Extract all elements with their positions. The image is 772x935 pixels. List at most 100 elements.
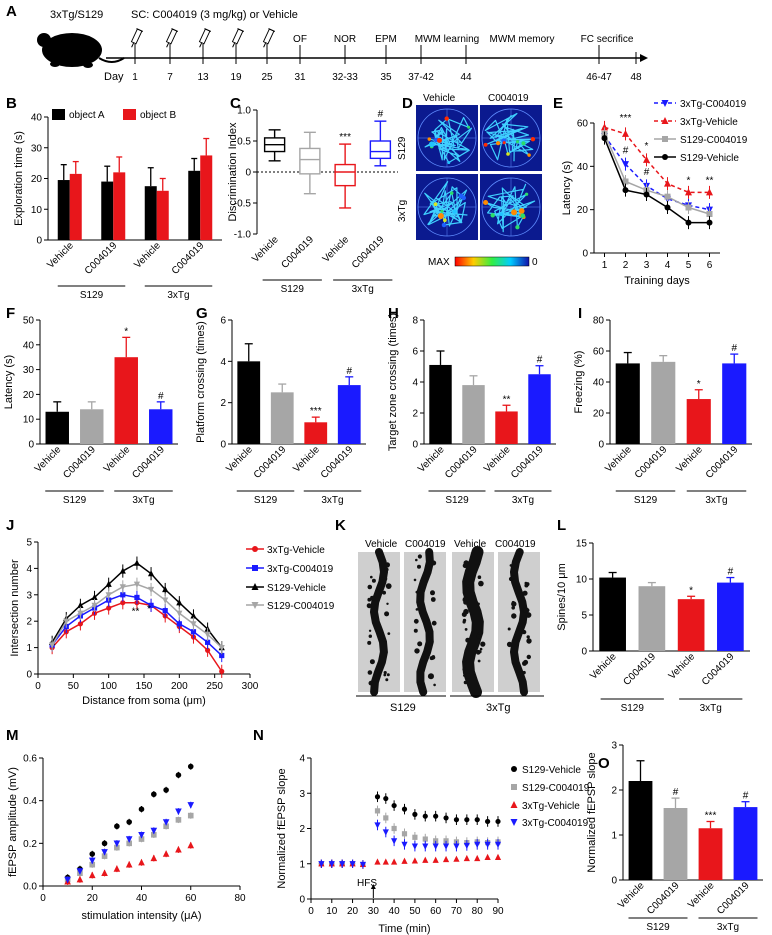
data-point [412,811,418,818]
dwell-spot [521,141,526,146]
dwell-spot [520,213,526,219]
dendritic-spine [522,590,528,596]
syringe-plunger [136,28,144,32]
dwell-spot [447,160,451,165]
dendritic-spine [369,659,375,665]
panel-b-letter: B [6,95,17,112]
panel-k-letter: K [335,517,346,534]
dendritic-spine [417,554,422,559]
panel-j-xtick-label: 150 [136,681,153,692]
panel-f-ylabel: Latency (s) [3,355,15,409]
data-point [219,668,225,674]
panel-h-chart: 0 2 4 6 8 Target zone crossing (times) ** # Vehi… [387,313,556,506]
panel-e-xtick-label: 6 [707,260,713,271]
panel-n-xtick-label: 40 [389,906,401,917]
bar [628,781,653,880]
data-point [190,612,197,619]
hfs-arrowhead [370,884,376,889]
panel-l-category-label: C004019 [700,651,737,688]
dwell-spot [440,209,444,213]
data-point [101,853,108,859]
data-point [138,836,145,842]
dendritic-spine [384,611,390,617]
data-point [162,608,168,614]
panel-o-ylabel: Normalized fEPSP slope [586,752,598,872]
panel-j-xtick-label: 250 [206,681,223,692]
panel-b-ytick-label: 10 [31,205,43,216]
legend-label: 3xTg-Vehicle [680,117,738,128]
dendritic-spine [431,620,437,626]
panel-n-ytick-label: 2 [299,824,305,835]
dendritic-spine [371,578,376,583]
dwell-spot [437,137,442,143]
dendritic-spine [511,575,516,579]
panel-i-category-label: C004019 [704,444,741,481]
timeline-day-label: 35 [380,72,392,83]
dwell-spot [515,225,520,230]
legend-marker [511,766,517,772]
panel-i-ytick-label: 60 [593,347,605,358]
data-point [76,868,84,875]
data-point [187,812,194,819]
data-point [391,802,397,809]
syringe-needle [263,42,267,48]
swim-path [484,112,534,162]
data-point [187,802,195,809]
dendritic-spine [463,600,468,605]
data-point [150,827,158,835]
data-point [401,831,408,837]
data-point [162,819,170,826]
data-point [138,858,145,866]
data-point [175,845,182,853]
dendritic-spine [417,564,421,569]
significance-label: # [158,391,164,402]
data-point [89,861,96,868]
panel-d: Vehicle C004019 S129 3xTg MAX 0 [397,93,542,268]
data-point [412,834,418,840]
data-point [601,135,608,142]
syringe-plunger [204,28,212,32]
dendritic-spine [480,641,486,647]
panel-g-category-label: Vehicle [291,444,322,475]
data-point [151,832,157,838]
data-point [218,645,225,652]
box [369,140,392,160]
significance-label: # [743,791,749,802]
panel-f-category-label: Vehicle [102,444,133,475]
dwell-spot [499,212,504,217]
timeline-event-label: NOR [334,34,356,45]
dwell-spot [490,213,495,218]
data-point [374,794,381,800]
dwell-spot [467,125,471,129]
dendritic-spine [383,673,387,677]
legend-marker [252,546,258,552]
data-point [138,832,145,839]
dendritic-spine [511,606,515,610]
data-point [422,813,428,819]
dendritic-spine [387,632,391,635]
panel-l-category-label: C004019 [622,651,659,688]
data-point [162,597,169,604]
syringe-plunger [237,28,245,32]
panel-l-ytick-label: 5 [581,611,587,622]
data-point [176,621,182,627]
dendritic-spine [477,602,480,606]
box [299,147,321,175]
data-point [443,815,449,821]
data-point [105,592,112,599]
panel-l-ytick-label: 0 [581,647,587,658]
panel-c-category-label: C004019 [350,234,387,271]
panel-c-ytick-label: 0.5 [237,137,251,148]
panel-c-group-label: 3xTg [352,284,374,295]
data-point [176,599,183,606]
panel-n-xtick-label: 10 [326,906,338,917]
dendritic-spine [428,633,433,638]
dendrite-image [498,548,540,696]
data-point [494,853,502,861]
dendritic-spine [367,640,372,645]
dwell-spot [428,141,435,148]
panel-h-ytick-label: 2 [412,409,418,420]
timeline-day-label: 13 [197,72,209,83]
data-point [391,858,398,865]
